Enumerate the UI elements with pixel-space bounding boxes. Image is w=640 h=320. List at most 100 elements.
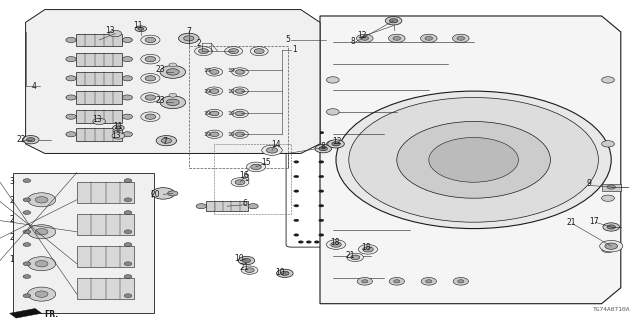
- Circle shape: [23, 179, 31, 182]
- Circle shape: [206, 130, 223, 139]
- Circle shape: [421, 277, 436, 285]
- Circle shape: [141, 112, 160, 122]
- Text: 8: 8: [321, 141, 326, 151]
- Circle shape: [66, 132, 76, 137]
- Circle shape: [232, 87, 248, 95]
- Polygon shape: [10, 308, 42, 318]
- Circle shape: [145, 95, 156, 100]
- Bar: [76, 72, 122, 85]
- Circle shape: [314, 241, 319, 243]
- Circle shape: [198, 49, 209, 54]
- Circle shape: [266, 148, 278, 153]
- Circle shape: [385, 17, 402, 25]
- Bar: [602, 183, 621, 190]
- Text: 19: 19: [204, 89, 211, 94]
- Text: 8: 8: [351, 37, 356, 46]
- Bar: [206, 201, 248, 211]
- Circle shape: [232, 130, 248, 139]
- Circle shape: [124, 198, 132, 202]
- Text: 12: 12: [357, 31, 366, 40]
- Text: 14: 14: [271, 140, 282, 149]
- Circle shape: [307, 124, 312, 127]
- Text: 23: 23: [155, 65, 165, 74]
- Circle shape: [66, 95, 76, 100]
- Text: 11: 11: [133, 21, 142, 30]
- Circle shape: [138, 27, 144, 30]
- Circle shape: [241, 266, 258, 274]
- Text: 11: 11: [114, 123, 123, 132]
- Circle shape: [124, 294, 132, 298]
- Circle shape: [298, 124, 303, 127]
- Circle shape: [420, 34, 437, 43]
- Text: 21: 21: [240, 263, 249, 272]
- Circle shape: [362, 280, 368, 283]
- Circle shape: [122, 57, 132, 62]
- Text: TG74A0710A: TG74A0710A: [593, 307, 630, 312]
- Circle shape: [141, 93, 160, 102]
- Circle shape: [124, 179, 132, 182]
- Text: 22: 22: [17, 135, 26, 144]
- Circle shape: [166, 69, 179, 75]
- Circle shape: [315, 145, 332, 153]
- Circle shape: [236, 111, 244, 116]
- Text: 23: 23: [155, 96, 165, 105]
- Circle shape: [246, 162, 266, 172]
- Circle shape: [319, 219, 324, 222]
- Circle shape: [35, 291, 48, 297]
- Bar: [214, 144, 291, 214]
- Circle shape: [166, 99, 179, 106]
- Circle shape: [28, 225, 56, 239]
- Circle shape: [115, 126, 122, 129]
- Text: 13: 13: [105, 26, 115, 35]
- Circle shape: [112, 133, 125, 139]
- Circle shape: [145, 76, 156, 81]
- Bar: [77, 214, 134, 235]
- Circle shape: [328, 140, 344, 148]
- Circle shape: [124, 275, 132, 278]
- Circle shape: [319, 204, 324, 207]
- Circle shape: [326, 77, 339, 83]
- Circle shape: [243, 259, 251, 263]
- Circle shape: [161, 138, 172, 143]
- Circle shape: [331, 242, 341, 247]
- Circle shape: [210, 89, 219, 93]
- Circle shape: [141, 54, 160, 64]
- Circle shape: [250, 47, 268, 56]
- Circle shape: [425, 36, 433, 40]
- Text: 7: 7: [186, 28, 191, 36]
- Circle shape: [184, 36, 194, 41]
- Circle shape: [319, 234, 324, 236]
- Circle shape: [122, 37, 132, 43]
- Circle shape: [23, 230, 31, 234]
- Circle shape: [113, 125, 124, 131]
- Circle shape: [156, 136, 177, 146]
- Circle shape: [319, 175, 324, 178]
- Circle shape: [23, 262, 31, 266]
- Circle shape: [326, 240, 346, 249]
- Circle shape: [600, 240, 623, 252]
- Circle shape: [602, 195, 614, 201]
- Circle shape: [141, 74, 160, 83]
- Circle shape: [145, 57, 156, 62]
- Circle shape: [27, 138, 35, 142]
- Circle shape: [236, 132, 244, 137]
- Circle shape: [307, 241, 312, 243]
- Text: 2: 2: [196, 39, 201, 48]
- Text: 1: 1: [292, 45, 297, 54]
- Text: 2: 2: [9, 215, 14, 224]
- Circle shape: [294, 234, 299, 236]
- Circle shape: [452, 34, 469, 43]
- Circle shape: [314, 124, 319, 127]
- Circle shape: [262, 145, 282, 156]
- Circle shape: [206, 109, 223, 118]
- Circle shape: [35, 260, 48, 267]
- Circle shape: [124, 262, 132, 266]
- Circle shape: [236, 70, 244, 74]
- Text: 13: 13: [92, 116, 102, 124]
- Circle shape: [389, 277, 404, 285]
- Circle shape: [66, 57, 76, 62]
- Circle shape: [145, 37, 156, 43]
- Circle shape: [93, 118, 106, 125]
- Text: 13: 13: [111, 131, 122, 140]
- Circle shape: [326, 109, 339, 115]
